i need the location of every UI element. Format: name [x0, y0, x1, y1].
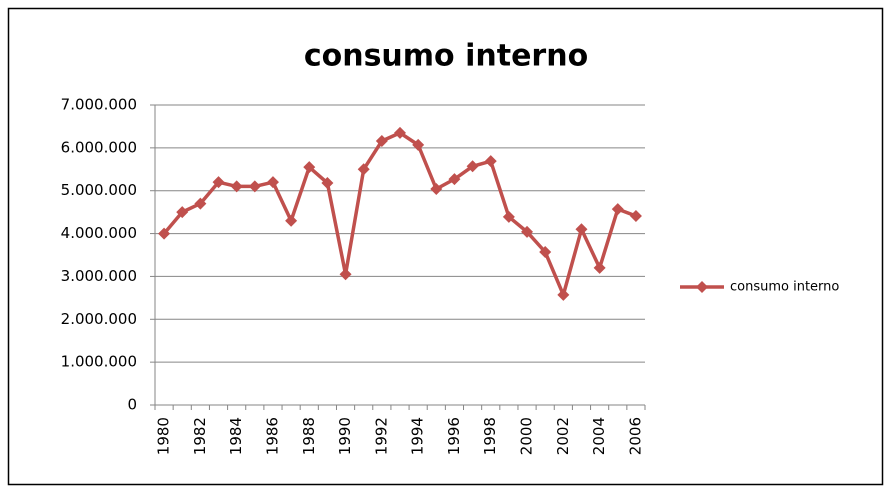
marker — [230, 180, 243, 193]
y-tick-label: 0 — [127, 396, 137, 414]
marker — [575, 223, 588, 236]
x-tick-label: 1998 — [481, 417, 499, 455]
marker — [448, 173, 461, 186]
marker — [466, 160, 479, 173]
y-tick-label: 3.000.000 — [61, 267, 137, 285]
chart-title: consumo interno — [304, 39, 588, 74]
y-tick-label: 5.000.000 — [61, 181, 137, 199]
marker — [484, 155, 497, 168]
marker — [394, 126, 406, 139]
x-tick-label: 1994 — [409, 417, 427, 455]
marker — [266, 176, 279, 189]
x-tick-label: 2000 — [518, 417, 536, 455]
marker — [212, 176, 225, 189]
x-tick-label: 1996 — [445, 417, 463, 455]
marker — [611, 203, 624, 216]
marker — [375, 135, 388, 147]
legend-label: consumo interno — [730, 280, 839, 295]
y-tick-label: 2.000.000 — [61, 310, 137, 328]
marker — [521, 225, 534, 238]
x-tick-label: 2004 — [590, 417, 608, 455]
x-tick-label: 2006 — [626, 417, 644, 455]
marker — [158, 227, 171, 240]
y-tick-label: 7.000.000 — [61, 96, 137, 114]
y-tick-label: 1.000.000 — [61, 353, 137, 371]
marker — [248, 180, 261, 193]
marker — [629, 210, 642, 222]
marker — [502, 210, 515, 223]
x-tick-label: 1982 — [191, 417, 209, 455]
marker — [593, 261, 606, 274]
legend-marker — [696, 281, 708, 293]
x-tick-label: 1988 — [300, 417, 318, 455]
marker — [194, 197, 207, 210]
marker — [339, 268, 352, 281]
y-tick-label: 6.000.000 — [61, 138, 137, 156]
marker — [303, 161, 316, 174]
x-tick-label: 1990 — [336, 417, 354, 455]
x-tick-label: 1986 — [263, 417, 281, 455]
marker — [357, 163, 370, 176]
x-tick-label: 1984 — [227, 417, 245, 455]
x-tick-label: 1992 — [372, 417, 390, 455]
marker — [285, 214, 298, 227]
marker — [557, 288, 570, 301]
x-tick-label: 2002 — [554, 417, 572, 455]
chart-frame — [7, 7, 884, 486]
marker — [176, 206, 189, 219]
y-tick-label: 4.000.000 — [61, 224, 137, 242]
x-tick-label: 1980 — [155, 417, 173, 455]
marker — [430, 183, 443, 195]
marker — [321, 177, 334, 189]
marker — [412, 138, 425, 151]
marker — [539, 246, 552, 258]
